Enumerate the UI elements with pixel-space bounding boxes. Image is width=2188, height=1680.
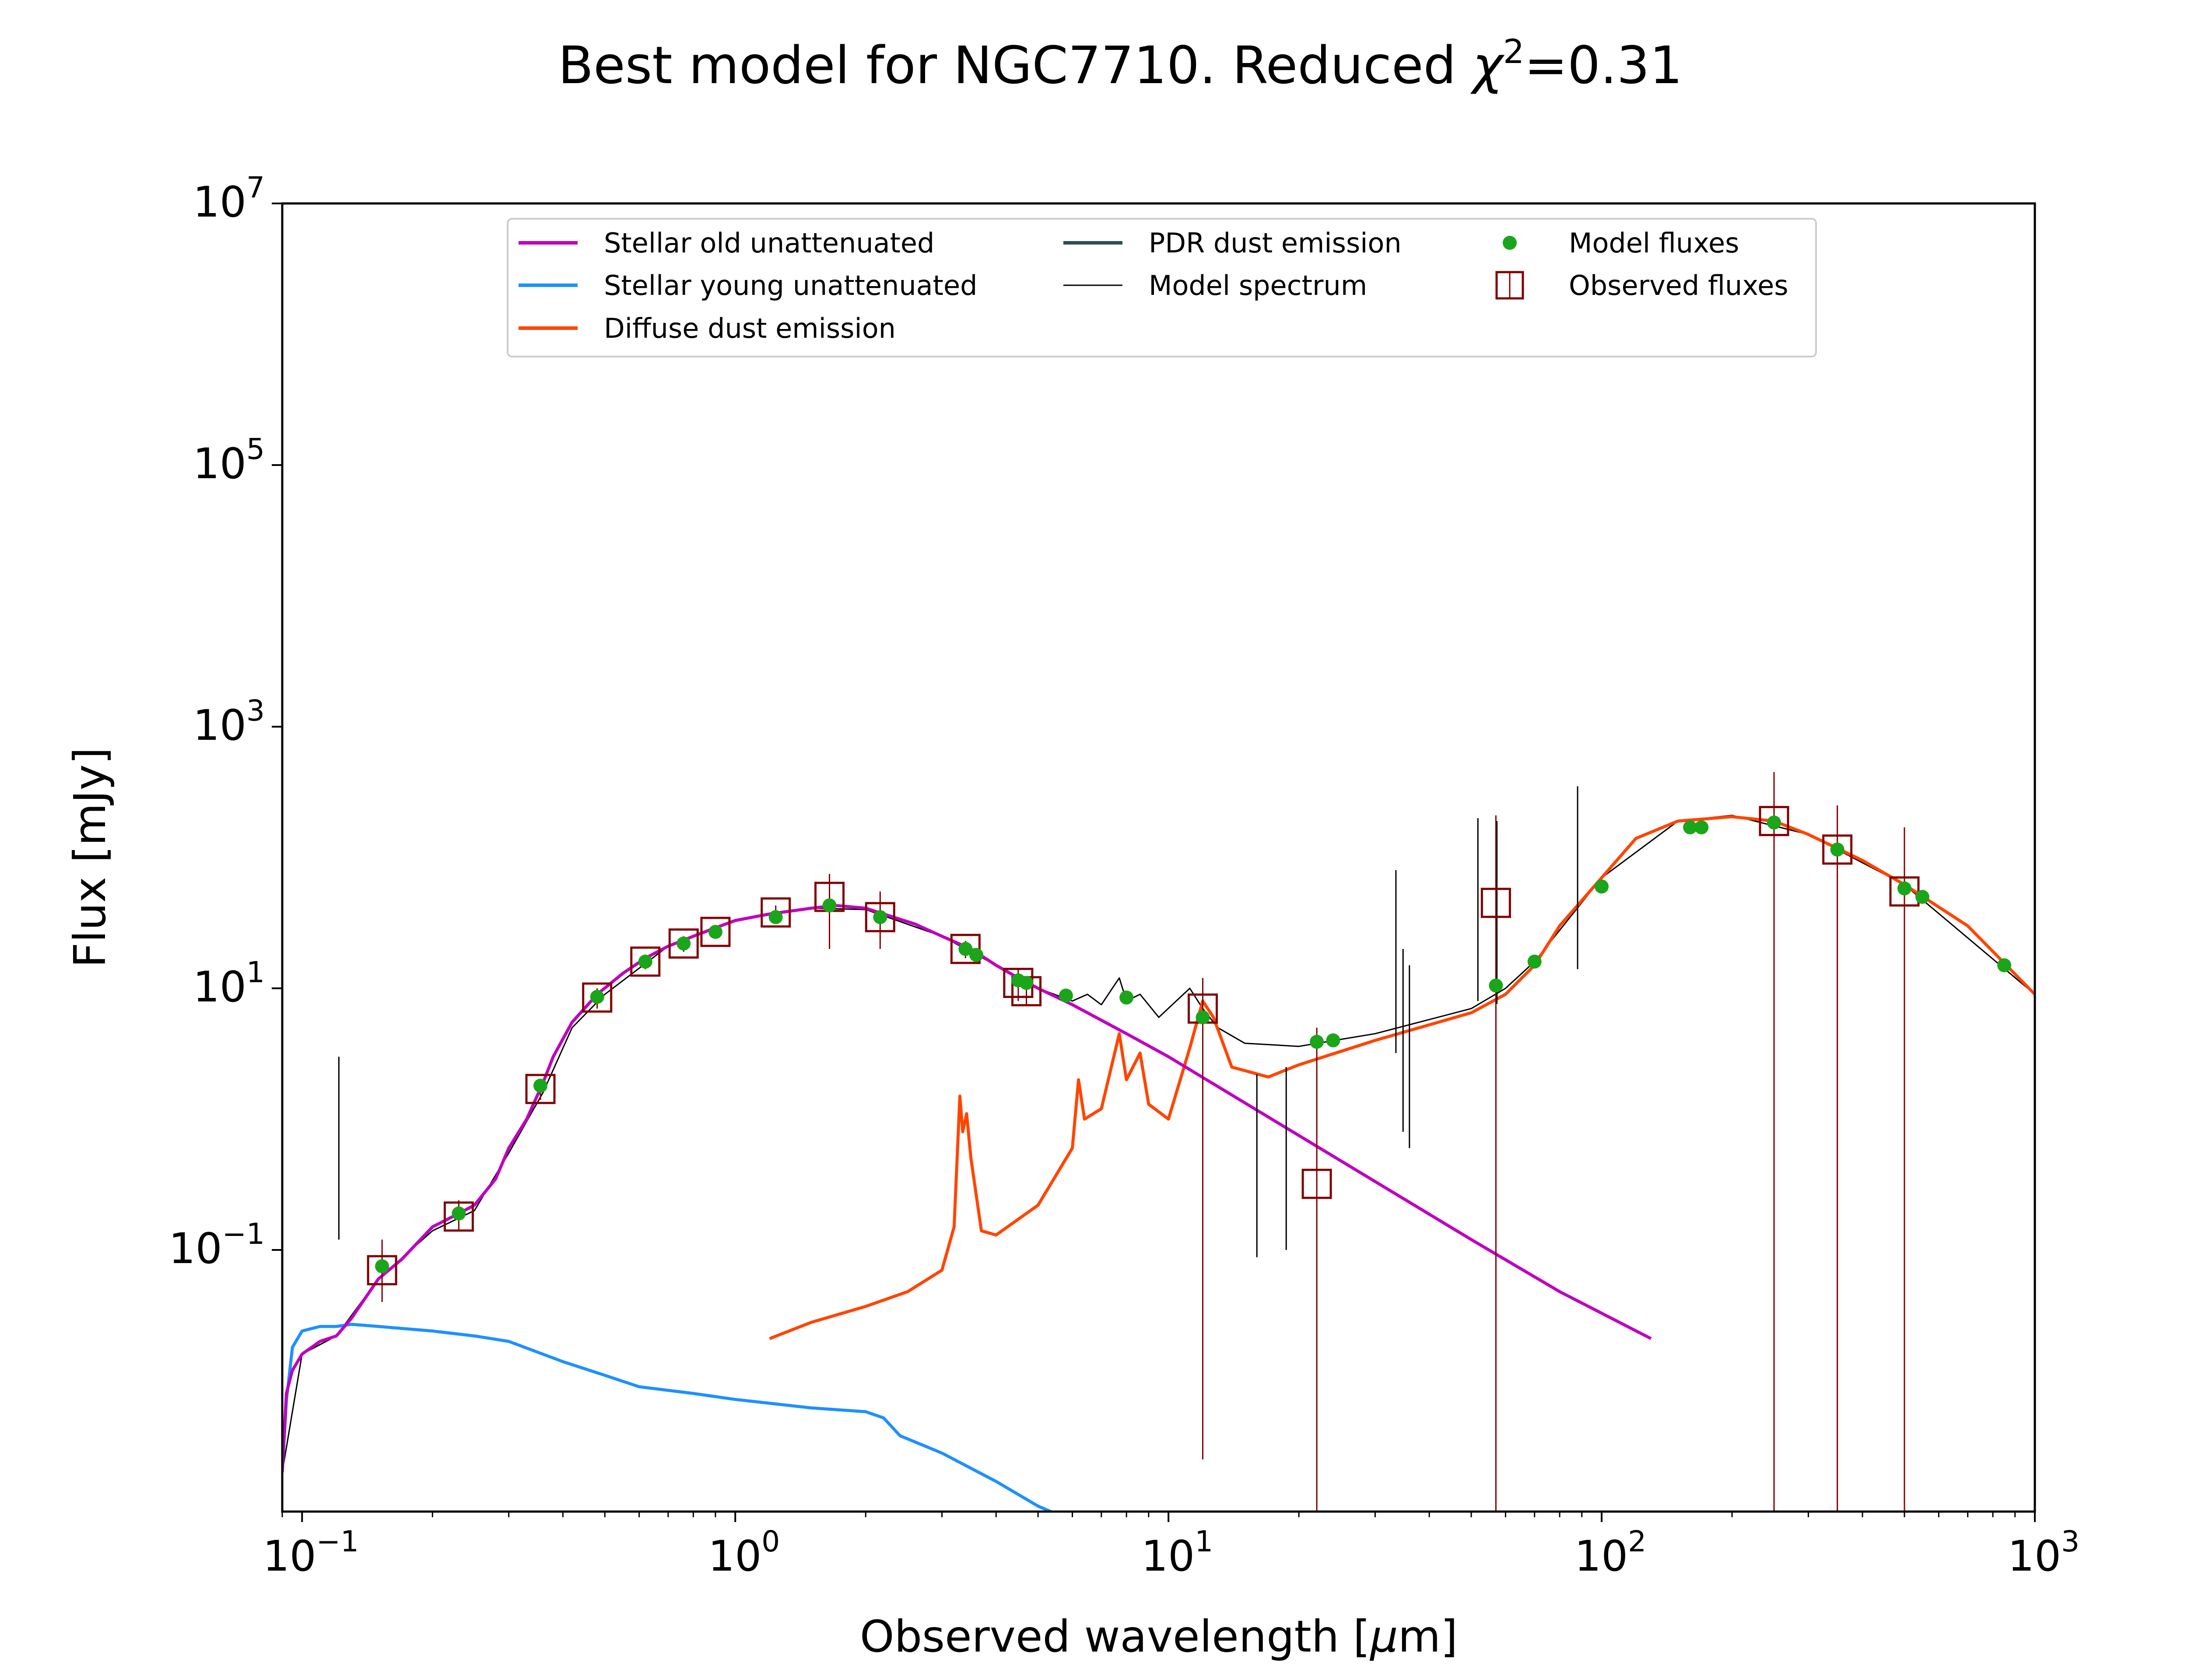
legend-swatch: [1503, 236, 1517, 250]
model-flux-point: [768, 910, 783, 924]
model-flux-point: [590, 990, 604, 1004]
observed-flux-marker: [525, 1074, 556, 1104]
x-tick-label: 100: [708, 1525, 780, 1581]
chart-title-chi: χ: [1470, 35, 1505, 95]
observed-flux-marker: [443, 1201, 474, 1232]
observed-flux-marker: [1480, 888, 1511, 918]
model-flux-point: [1196, 1010, 1210, 1025]
legend-label: Model fluxes: [1569, 227, 1739, 259]
x-tick-label: 102: [1574, 1525, 1646, 1581]
model-flux-point: [638, 954, 652, 969]
axis-ticks: 10−1 100 101 102 103 10−1 101 103 105 107: [169, 171, 2080, 1581]
observed-flux-marker: [700, 917, 731, 947]
series-line-model-spectrum: [282, 815, 2035, 1473]
axes-frame: [281, 202, 2036, 1513]
plot-area: [282, 786, 2035, 1512]
markers-layer: [367, 772, 2012, 1512]
y-tick-label: 105: [193, 432, 265, 488]
x-tick-label: 10−1: [263, 1525, 359, 1581]
observed-flux-marker: [865, 902, 895, 932]
model-flux-point: [1019, 976, 1034, 990]
observed-flux-marker: [1301, 1169, 1332, 1199]
legend-label: PDR dust emission: [1149, 227, 1402, 259]
model-flux-point: [452, 1206, 466, 1221]
model-flux-point: [873, 910, 887, 924]
model-flux-point: [1767, 816, 1781, 830]
x-axis-label: Observed wavelength [μm]: [860, 1611, 1458, 1662]
model-flux-point: [822, 898, 837, 913]
observed-flux-marker: [630, 946, 661, 977]
model-flux-point: [1310, 1035, 1324, 1049]
y-tick-label: 103: [193, 694, 265, 750]
chart-title: Best model for NGC7710. Reduced χ2=0.31: [558, 32, 1683, 95]
model-flux-point: [1830, 842, 1844, 857]
model-flux-point: [708, 925, 722, 939]
model-flux-point: [1683, 820, 1697, 835]
model-flux-point: [969, 948, 983, 962]
model-flux-point: [1527, 954, 1542, 969]
y-axis-label: Flux [mJy]: [64, 747, 116, 968]
series-line-stellar-old-unattenuated: [282, 904, 1652, 1473]
x-axis-label-prefix: Observed wavelength [: [860, 1611, 1370, 1662]
model-flux-point: [1489, 978, 1503, 993]
legend-label: Stellar old unattenuated: [604, 227, 934, 259]
observed-flux-marker: [668, 928, 699, 959]
model-flux-point: [1059, 988, 1073, 1003]
legend-label: Diffuse dust emission: [604, 312, 896, 344]
chart-title-prefix: Best model for NGC7710. Reduced: [558, 35, 1473, 95]
legend: Stellar old unattenuated Stellar young un…: [507, 218, 1817, 357]
legend-label: Model spectrum: [1149, 270, 1367, 301]
model-flux-point: [958, 942, 973, 956]
series-line-stellar-young-unattenuated: [282, 1323, 1055, 1512]
observed-flux-marker: [1759, 806, 1789, 836]
observed-flux-marker: [761, 897, 791, 928]
y-tick-label: 101: [193, 956, 265, 1012]
model-flux-point: [1915, 890, 1929, 904]
model-flux-point: [1326, 1033, 1340, 1047]
model-flux-point: [1119, 990, 1134, 1005]
model-flux-point: [677, 936, 691, 951]
model-flux-point: [1595, 879, 1609, 894]
y-tick-label: 107: [193, 171, 265, 227]
chart-title-suffix: =0.31: [1524, 35, 1683, 95]
observed-flux-marker: [582, 982, 613, 1013]
observed-flux-marker: [367, 1255, 397, 1285]
x-tick-label: 103: [2008, 1525, 2079, 1581]
chart-title-exponent: 2: [1503, 32, 1524, 71]
legend-label: Observed fluxes: [1569, 270, 1788, 301]
x-axis-label-mu: μ: [1369, 1611, 1398, 1662]
legend-box: [507, 218, 1817, 357]
model-flux-point: [533, 1078, 547, 1093]
legend-label: Stellar young unattenuated: [604, 270, 977, 301]
x-tick-label: 101: [1141, 1525, 1213, 1581]
model-flux-point: [1694, 820, 1709, 835]
model-flux-point: [375, 1259, 389, 1274]
x-axis-label-suffix: m]: [1398, 1611, 1458, 1662]
model-flux-point: [1897, 881, 1912, 896]
series-line-diffuse-dust-emission: [769, 815, 2035, 1340]
model-flux-point: [1997, 958, 2012, 973]
y-tick-label: 10−1: [169, 1217, 265, 1273]
observed-flux-marker: [1822, 834, 1853, 865]
